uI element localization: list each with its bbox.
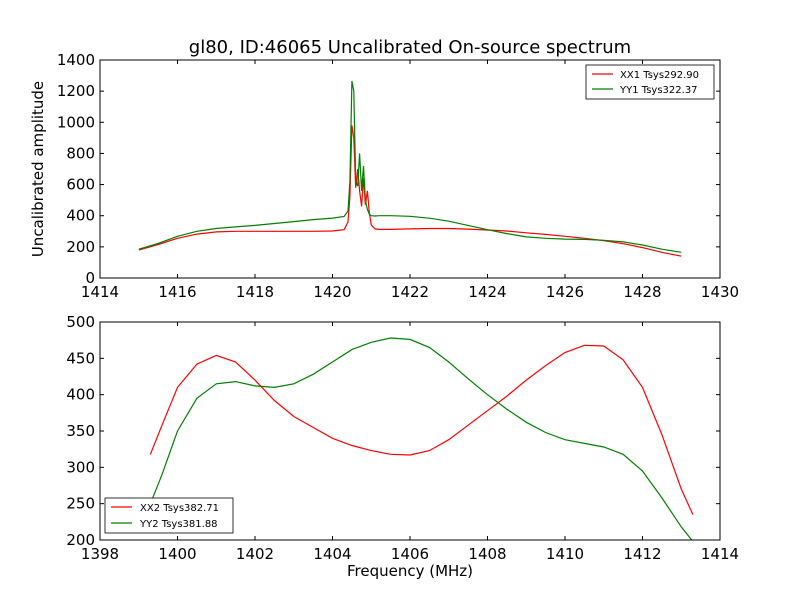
- y-tick-label: 450: [66, 349, 95, 367]
- y-tick-label: 300: [66, 458, 95, 476]
- x-tick-label: 1402: [236, 545, 274, 563]
- y-tick-label: 800: [66, 144, 95, 162]
- y-tick-label: 500: [66, 313, 95, 331]
- legend-box: [104, 497, 234, 534]
- y-tick-label: 400: [66, 207, 95, 225]
- x-tick-label: 1428: [623, 283, 661, 301]
- legend-label-yy1: YY1 Tsys322.37: [619, 85, 698, 96]
- x-tick-label: 1398: [81, 545, 119, 563]
- y-tick-label: 200: [66, 238, 95, 256]
- x-tick-label: 1426: [546, 283, 584, 301]
- x-tick-label: 1404: [313, 545, 351, 563]
- x-tick-label: 1400: [158, 545, 196, 563]
- x-tick-label: 1424: [468, 283, 506, 301]
- legend-label-xx1: XX1 Tsys292.90: [620, 70, 699, 81]
- legend: XX1 Tsys292.90 YY1 Tsys322.37: [585, 64, 715, 100]
- y-tick-label: 350: [66, 422, 95, 440]
- legend: XX2 Tsys382.71 YY2 Tsys381.88: [104, 497, 234, 534]
- x-tick-label: 1414: [701, 545, 739, 563]
- y-tick-label: 1200: [57, 82, 95, 100]
- legend-label-xx2: XX2 Tsys382.71: [140, 503, 219, 514]
- chart-title: gl80, ID:46065 Uncalibrated On-source sp…: [189, 37, 631, 58]
- x-tick-label: 1418: [236, 283, 274, 301]
- y-tick-label: 200: [66, 531, 95, 549]
- legend-label-yy2: YY2 Tsys381.88: [139, 519, 218, 530]
- series-line-xx2: [149, 344, 694, 515]
- y-axis-label: Uncalibrated amplitude: [29, 81, 47, 257]
- x-tick-label: 1410: [546, 545, 584, 563]
- series-line-yy2: [149, 337, 693, 540]
- y-tick-label: 250: [66, 495, 95, 513]
- y-tick-label: 1400: [57, 51, 95, 69]
- x-tick-label: 1416: [158, 283, 196, 301]
- top-plot-panel: gl80, ID:46065 Uncalibrated On-source sp…: [29, 37, 739, 301]
- x-tick-label: 1420: [313, 283, 351, 301]
- series-line-xx1: [138, 125, 682, 257]
- y-tick-label: 400: [66, 386, 95, 404]
- legend-box: [585, 64, 715, 100]
- x-tick-label: 1408: [468, 545, 506, 563]
- y-tick-label: 600: [66, 176, 95, 194]
- x-tick-label: 1422: [391, 283, 429, 301]
- x-tick-label: 1430: [701, 283, 739, 301]
- y-tick-label: 0: [85, 269, 95, 287]
- x-tick-label: 1412: [623, 545, 661, 563]
- x-tick-label: 1406: [391, 545, 429, 563]
- y-tick-label: 1000: [57, 113, 95, 131]
- x-axis-label: Frequency (MHz): [347, 562, 473, 580]
- series-line-yy1: [138, 80, 682, 253]
- x-tick-label: 1414: [81, 283, 119, 301]
- bottom-plot-panel: Frequency (MHz) 1398 1400 1402 1404 1406 1408…: [66, 313, 739, 580]
